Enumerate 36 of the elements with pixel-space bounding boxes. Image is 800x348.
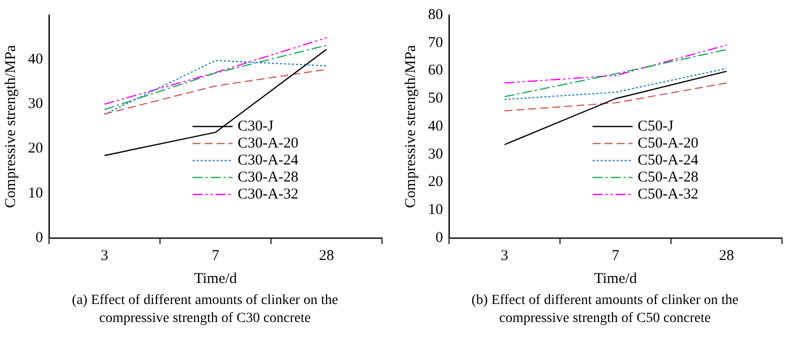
y-tick-label: 60 bbox=[428, 62, 443, 79]
legend-label: C50-J bbox=[638, 118, 674, 134]
y-tick-label: 40 bbox=[428, 118, 443, 134]
y-tick-label: 20 bbox=[28, 140, 43, 157]
y-axis-title: Compressive strength/MPa bbox=[402, 44, 419, 208]
legend-label: C30-J bbox=[238, 118, 274, 134]
text: (b) Effect of different amounts of clinker on the compressive strength of C50 concrete bbox=[470, 292, 740, 328]
y-tick-label: 20 bbox=[428, 174, 443, 190]
legend-label: C30-A-20 bbox=[238, 135, 298, 152]
y-tick-label: 30 bbox=[428, 146, 443, 162]
y-tick-label: 10 bbox=[428, 202, 443, 218]
text: (a) Effect of different amounts of clinker on the compressive strength of C30 concrete bbox=[70, 292, 340, 328]
x-tick-label: 3 bbox=[500, 248, 508, 264]
x-tick-label: 28 bbox=[319, 248, 334, 264]
y-tick-label: 0 bbox=[36, 230, 43, 246]
legend-label: C50-A-28 bbox=[638, 169, 698, 186]
y-tick-label: 10 bbox=[28, 185, 43, 202]
x-tick-label: 7 bbox=[612, 248, 620, 264]
y-tick-label: 50 bbox=[428, 90, 443, 107]
legend-label: C30-A-24 bbox=[238, 152, 299, 168]
y-tick-label: 40 bbox=[28, 52, 43, 68]
legend-label: C50-A-32 bbox=[638, 186, 698, 202]
legend-label: C50-A-24 bbox=[638, 152, 699, 168]
x-axis-title: Time/d bbox=[194, 270, 238, 287]
y-axis-title: Compressive strength/MPa bbox=[2, 44, 19, 208]
legend-label: C50-A-20 bbox=[638, 135, 698, 152]
legend-label: C30-A-28 bbox=[238, 169, 298, 186]
y-tick-label: 80 bbox=[428, 6, 443, 23]
x-tick-label: 3 bbox=[100, 248, 108, 264]
y-tick-label: 30 bbox=[28, 96, 43, 112]
y-tick-label: 0 bbox=[436, 230, 443, 246]
x-tick-label: 28 bbox=[719, 248, 734, 264]
legend-label: C30-A-32 bbox=[238, 186, 298, 202]
x-axis-title: Time/d bbox=[594, 270, 638, 287]
x-tick-label: 7 bbox=[212, 248, 220, 264]
y-tick-label: 70 bbox=[428, 34, 443, 51]
